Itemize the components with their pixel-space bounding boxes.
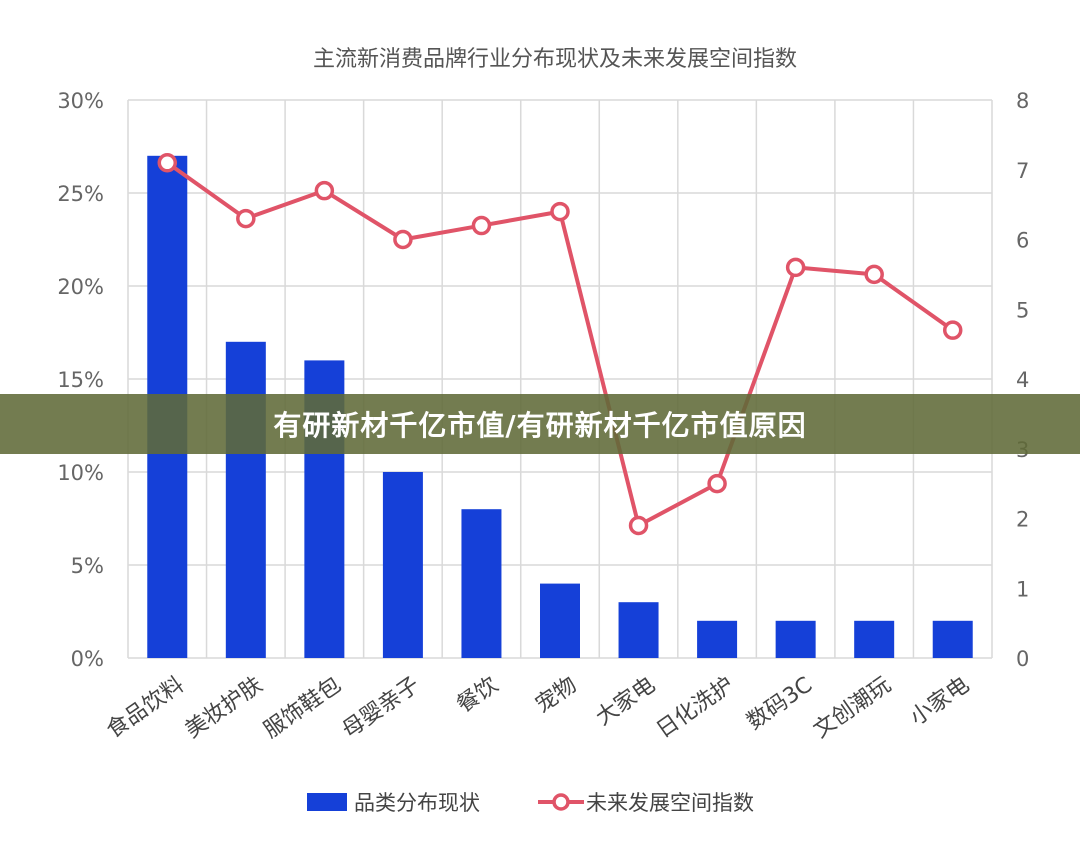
right-tick-label: 8 bbox=[1016, 89, 1029, 113]
line-point bbox=[393, 229, 413, 250]
left-tick-label: 30% bbox=[57, 89, 104, 113]
left-tick-label: 15% bbox=[57, 368, 104, 392]
bar bbox=[618, 602, 659, 658]
legend-bar-label: 品类分布现状 bbox=[354, 791, 480, 815]
line-point bbox=[550, 201, 570, 222]
bar bbox=[775, 620, 816, 658]
left-tick-label: 5% bbox=[71, 554, 104, 578]
legend-bar-swatch bbox=[307, 793, 347, 811]
bar bbox=[932, 620, 973, 658]
right-tick-label: 0 bbox=[1016, 647, 1029, 671]
bar bbox=[540, 583, 580, 658]
bar bbox=[225, 341, 266, 658]
line-series bbox=[157, 153, 963, 536]
left-tick-label: 0% bbox=[71, 647, 104, 671]
overlay-banner: 有研新材千亿市值/有研新材千亿市值原因 bbox=[0, 394, 1080, 454]
line-point bbox=[314, 180, 335, 201]
line-point bbox=[785, 257, 806, 278]
right-tick-label: 1 bbox=[1016, 577, 1029, 601]
right-axis: 012345678 bbox=[1016, 89, 1029, 671]
category-label: 文创潮玩 bbox=[809, 672, 895, 743]
category-label: 大家电 bbox=[592, 672, 660, 730]
right-tick-label: 7 bbox=[1016, 159, 1029, 183]
line-point bbox=[864, 264, 884, 285]
right-tick-label: 5 bbox=[1016, 298, 1029, 322]
left-tick-label: 25% bbox=[57, 182, 104, 206]
legend-line-marker bbox=[552, 793, 570, 811]
category-label: 数码3C bbox=[743, 672, 817, 735]
line-point bbox=[236, 208, 256, 229]
right-tick-label: 2 bbox=[1016, 508, 1029, 532]
bar bbox=[382, 472, 423, 658]
category-label: 餐饮 bbox=[453, 672, 503, 718]
right-tick-label: 6 bbox=[1016, 229, 1029, 253]
left-tick-label: 20% bbox=[57, 275, 104, 299]
legend-line-label: 未来发展空间指数 bbox=[586, 791, 754, 815]
category-label: 服饰鞋包 bbox=[259, 672, 345, 743]
line-point bbox=[942, 320, 963, 340]
bar bbox=[854, 620, 895, 658]
bar bbox=[697, 620, 738, 658]
bar bbox=[461, 509, 502, 658]
line-point bbox=[628, 515, 649, 536]
right-tick-label: 4 bbox=[1016, 368, 1029, 392]
legend: 品类分布现状 未来发展空间指数 bbox=[307, 791, 754, 815]
chart-title: 主流新消费品牌行业分布现状及未来发展空间指数 bbox=[313, 47, 797, 72]
category-label: 宠物 bbox=[531, 672, 581, 718]
category-label: 小家电 bbox=[906, 672, 974, 730]
line-point bbox=[707, 473, 727, 494]
overlay-title: 有研新材千亿市值/有研新材千亿市值原因 bbox=[273, 409, 807, 442]
line-point bbox=[471, 215, 492, 236]
category-label: 美妆护肤 bbox=[181, 672, 267, 743]
category-label: 母婴亲子 bbox=[338, 672, 424, 743]
left-axis: 0% 5% 10% 15% 20% 25% 30% bbox=[57, 89, 104, 671]
category-label: 食品饮料 bbox=[102, 672, 188, 743]
left-tick-label: 10% bbox=[57, 461, 104, 485]
category-label: 日化洗护 bbox=[652, 672, 738, 743]
line-point bbox=[157, 153, 178, 173]
